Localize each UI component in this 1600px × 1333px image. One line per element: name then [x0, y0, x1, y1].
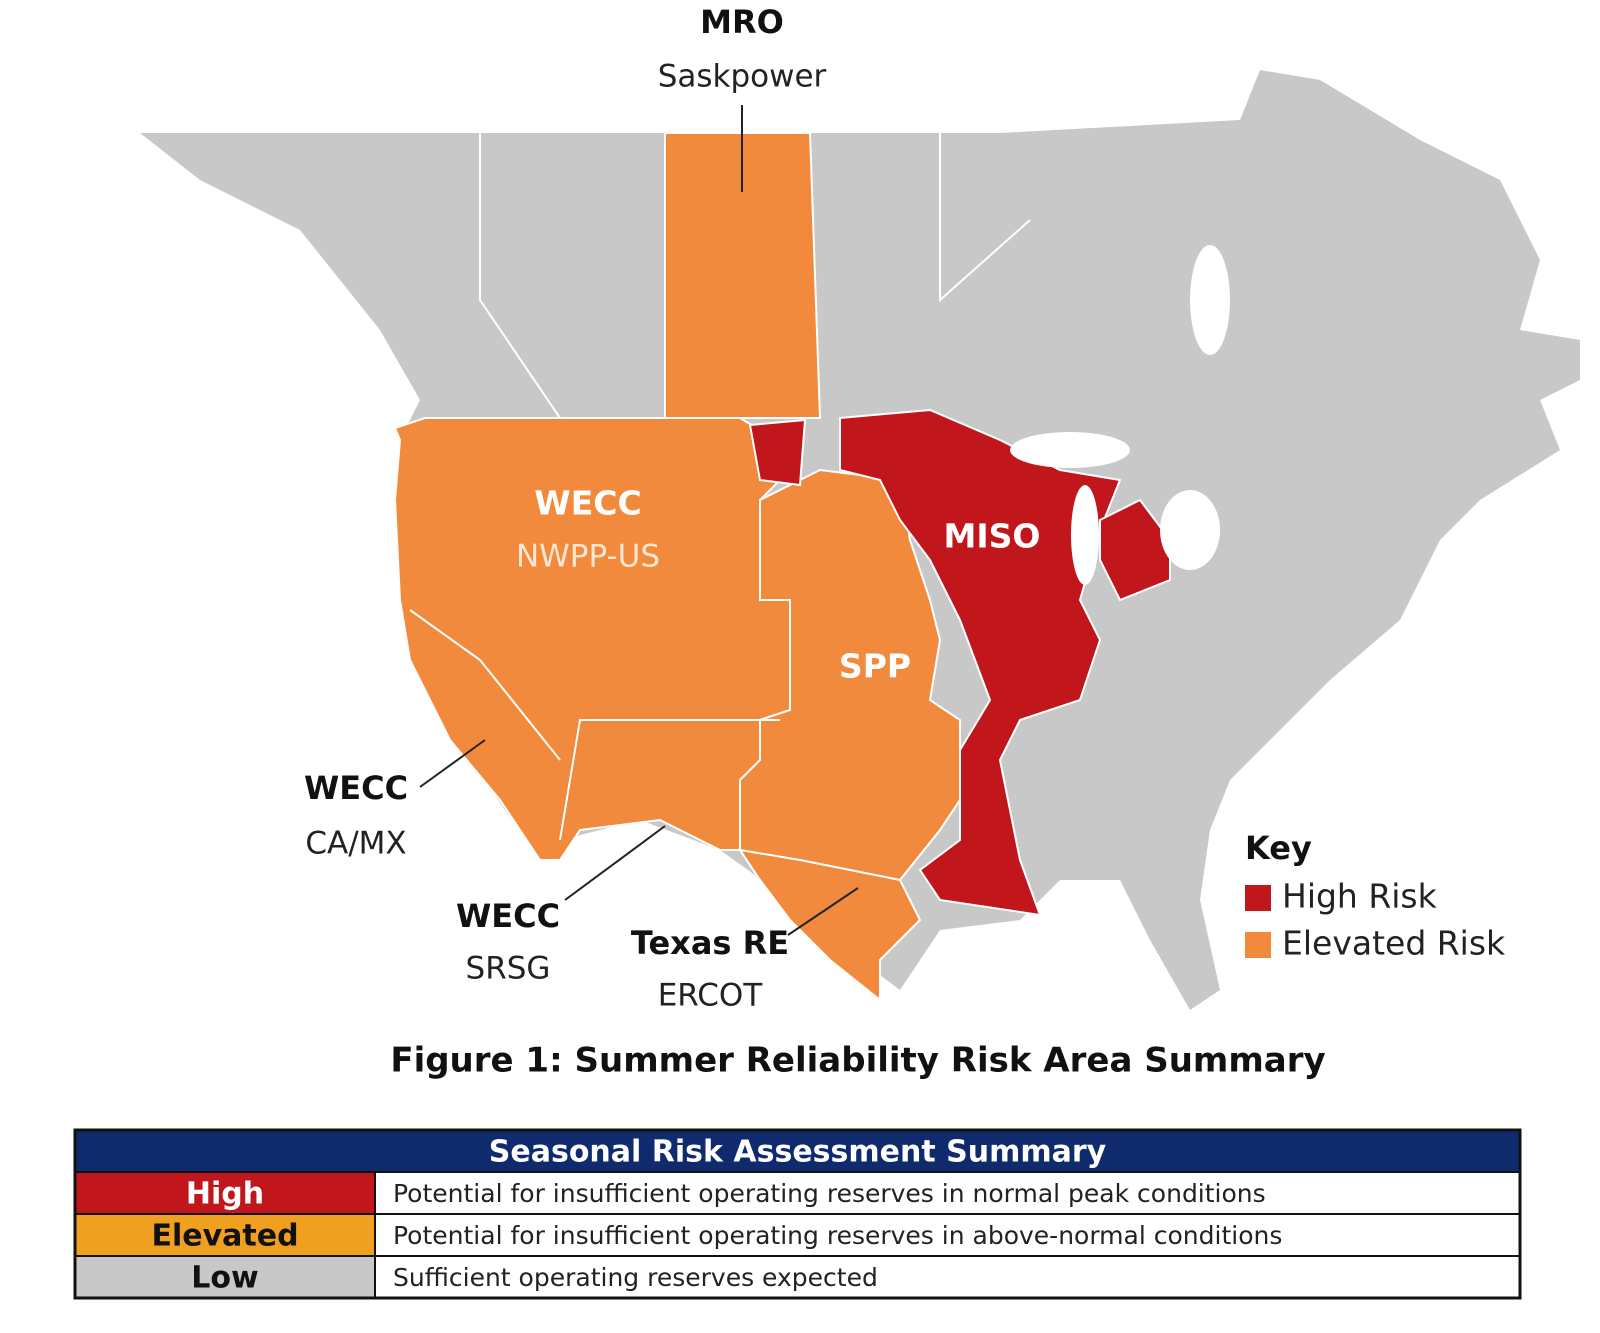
state-border	[409, 609, 561, 761]
region-name: WECC	[534, 484, 641, 523]
region-area: Saskpower	[658, 59, 827, 95]
leader-line	[787, 887, 859, 936]
region-miso-north	[748, 418, 807, 487]
description: Potential for insufficient operating res…	[393, 1221, 1282, 1250]
key: Key High Risk Elevated Risk	[1245, 829, 1506, 963]
table-header	[75, 1130, 1520, 1172]
region-saskpower	[664, 132, 822, 419]
region-texas	[737, 848, 922, 1003]
region-area: CA/MX	[305, 826, 406, 862]
key-title: Key	[1245, 829, 1312, 867]
region-name: WECC	[304, 769, 408, 807]
great-lake	[1010, 432, 1130, 468]
table: Seasonal Risk Assessment Summary High Pote…	[73, 1128, 1522, 1300]
level-label: High	[186, 1177, 264, 1212]
region-name: SPP	[839, 647, 911, 686]
caption: Figure 1: Summer Reliability Risk Area S…	[390, 1041, 1325, 1081]
level-label: Low	[191, 1261, 258, 1296]
description-cell	[374, 1213, 1521, 1257]
map	[140, 70, 1580, 1010]
state-border	[559, 719, 780, 841]
province-border	[939, 133, 1031, 303]
great-lake	[1160, 490, 1220, 570]
leader-line	[419, 739, 486, 788]
level-label: Elevated	[151, 1219, 298, 1254]
great-lake	[1071, 485, 1099, 585]
great-lake	[1190, 245, 1230, 355]
region-area: NWPP-US	[516, 539, 660, 575]
level-cell	[74, 1171, 376, 1215]
region-name: WECC	[456, 897, 560, 935]
region-labels: MRO Saskpower WECC NWPP-US MISO SPP WECC…	[304, 3, 1041, 1014]
description: Sufficient operating reserves expected	[393, 1263, 878, 1292]
region-miso	[839, 408, 1122, 917]
table-title: Seasonal Risk Assessment Summary	[489, 1135, 1107, 1170]
region-area: SRSG	[466, 951, 551, 987]
level-cell	[74, 1255, 376, 1299]
key-label: Elevated Risk	[1282, 924, 1506, 963]
region-miso-michigan	[1099, 498, 1171, 602]
key-label: High Risk	[1282, 877, 1438, 916]
key-swatch	[1245, 932, 1271, 958]
region-area: ERCOT	[658, 978, 764, 1014]
description: Potential for insufficient operating res…	[393, 1179, 1266, 1208]
table-frame	[73, 1128, 1522, 1300]
key-swatch	[1245, 885, 1271, 911]
region-name: Texas RE	[631, 924, 789, 962]
region-name: MISO	[944, 517, 1041, 556]
region-name: MRO	[700, 3, 784, 41]
leader-line	[564, 825, 666, 901]
province-border	[479, 133, 561, 419]
